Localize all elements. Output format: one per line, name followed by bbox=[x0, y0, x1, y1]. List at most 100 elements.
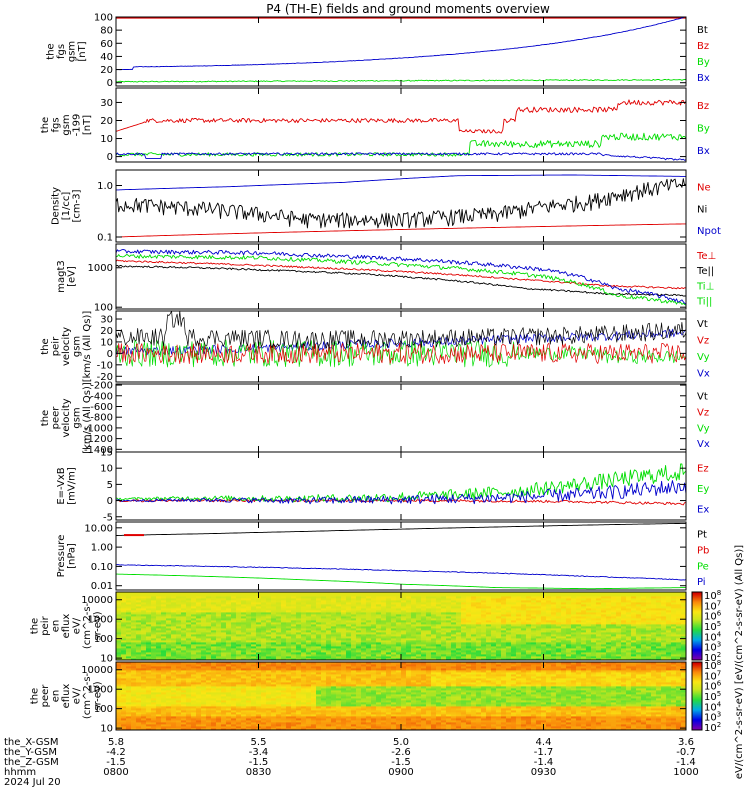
spectrogram-cell bbox=[121, 650, 127, 653]
spectrogram-cell bbox=[206, 694, 212, 697]
spectrogram-cell bbox=[146, 616, 152, 619]
spectrogram-cell bbox=[171, 662, 177, 665]
spectrogram-cell bbox=[371, 650, 377, 653]
spectrogram-cell bbox=[526, 652, 532, 655]
spectrogram-cell bbox=[156, 710, 162, 713]
spectrogram-cell bbox=[341, 648, 347, 651]
spectrogram-cell bbox=[236, 698, 242, 701]
spectrogram-cell bbox=[331, 628, 337, 631]
spectrogram-cell bbox=[681, 606, 686, 609]
spectrogram-cell bbox=[371, 598, 377, 601]
spectrogram-cell bbox=[206, 632, 212, 635]
spectrogram-cell bbox=[596, 620, 602, 623]
spectrogram-cell bbox=[241, 638, 247, 641]
spectrogram-cell bbox=[451, 596, 457, 599]
spectrogram-cell bbox=[546, 638, 552, 641]
spectrogram-cell bbox=[606, 634, 612, 637]
spectrogram-cell bbox=[226, 700, 232, 703]
spectrogram-cell bbox=[486, 610, 492, 613]
spectrogram-cell bbox=[306, 636, 312, 639]
spectrogram-cell bbox=[166, 680, 172, 683]
spectrogram-cell bbox=[306, 610, 312, 613]
spectrogram-cell bbox=[126, 634, 132, 637]
spectrogram-cell bbox=[161, 670, 167, 673]
spectrogram-cell bbox=[421, 614, 427, 617]
spectrogram-cell bbox=[196, 686, 202, 689]
spectrogram-cell bbox=[136, 716, 142, 719]
spectrogram-cell bbox=[626, 658, 632, 660]
spectrogram-cell bbox=[581, 644, 587, 647]
spectrogram-cell bbox=[536, 658, 542, 660]
spectrogram-cell bbox=[511, 654, 517, 657]
spectrogram-cell bbox=[156, 674, 162, 677]
spectrogram-cell bbox=[406, 630, 412, 633]
spectrogram-cell bbox=[536, 624, 542, 627]
spectrogram-cell bbox=[116, 698, 122, 701]
spectrogram-cell bbox=[191, 622, 197, 625]
spectrogram-cell bbox=[376, 592, 382, 595]
spectrogram-cell bbox=[171, 670, 177, 673]
spectrogram-cell bbox=[506, 632, 512, 635]
spectrogram-cell bbox=[231, 610, 237, 613]
spectrogram-cell bbox=[246, 632, 252, 635]
spectrogram-cell bbox=[556, 602, 562, 605]
spectrogram-cell bbox=[221, 666, 227, 669]
spectrogram-cell bbox=[301, 650, 307, 653]
spectrogram-cell bbox=[571, 622, 577, 625]
spectrogram-cell bbox=[671, 596, 677, 599]
spectrogram-cell bbox=[511, 600, 517, 603]
spectrogram-cell bbox=[471, 626, 477, 629]
spectrogram-cell bbox=[186, 670, 192, 673]
spectrogram-cell bbox=[611, 634, 617, 637]
spectrogram-cell bbox=[236, 670, 242, 673]
spectrogram-cell bbox=[141, 706, 147, 709]
spectrogram-cell bbox=[116, 668, 122, 671]
spectrogram-cell bbox=[236, 636, 242, 639]
spectrogram-cell bbox=[406, 610, 412, 613]
spectrogram-cell bbox=[216, 614, 222, 617]
spectrogram-cell bbox=[461, 656, 467, 659]
spectrogram-cell bbox=[236, 622, 242, 625]
spectrogram-cell bbox=[626, 616, 632, 619]
spectrogram-cell bbox=[421, 594, 427, 597]
spectrogram-cell bbox=[171, 694, 177, 697]
spectrogram-cell bbox=[331, 616, 337, 619]
spectrogram-cell bbox=[146, 658, 152, 660]
spectrogram-cell bbox=[376, 624, 382, 627]
spectrogram-cell bbox=[226, 630, 232, 633]
spectrogram-cell bbox=[421, 596, 427, 599]
spectrogram-cell bbox=[606, 656, 612, 659]
spectrogram-cell bbox=[371, 634, 377, 637]
spectrogram-cell bbox=[316, 624, 322, 627]
spectrogram-cell bbox=[466, 616, 472, 619]
spectrogram-cell bbox=[121, 602, 127, 605]
spectrogram-cell bbox=[476, 592, 482, 595]
spectrogram-cell bbox=[296, 644, 302, 647]
spectrogram-cell bbox=[201, 686, 207, 689]
spectrogram-cell bbox=[131, 680, 137, 683]
spectrogram-cell bbox=[311, 636, 317, 639]
spectrogram-cell bbox=[231, 712, 237, 715]
spectrogram-cell bbox=[196, 608, 202, 611]
spectrogram-cell bbox=[221, 668, 227, 671]
spectrogram-cell bbox=[291, 602, 297, 605]
spectrogram-cell bbox=[571, 616, 577, 619]
spectrogram-cell bbox=[291, 606, 297, 609]
spectrogram-cell bbox=[661, 628, 667, 631]
spectrogram-cell bbox=[371, 636, 377, 639]
spectrogram-cell bbox=[586, 616, 592, 619]
spectrogram-cell bbox=[116, 638, 122, 641]
spectrogram-cell bbox=[466, 628, 472, 631]
spectrogram-cell bbox=[201, 724, 207, 727]
spectrogram-cell bbox=[166, 624, 172, 627]
spectrogram-cell bbox=[506, 658, 512, 660]
spectrogram-cell bbox=[496, 640, 502, 643]
spectrogram-cell bbox=[196, 708, 202, 711]
spectrogram-cell bbox=[126, 692, 132, 695]
spectrogram-cell bbox=[261, 600, 267, 603]
y-tick-label: 100 bbox=[94, 634, 113, 645]
spectrogram-cell bbox=[536, 608, 542, 611]
spectrogram-cell bbox=[661, 594, 667, 597]
spectrogram-cell bbox=[471, 630, 477, 633]
